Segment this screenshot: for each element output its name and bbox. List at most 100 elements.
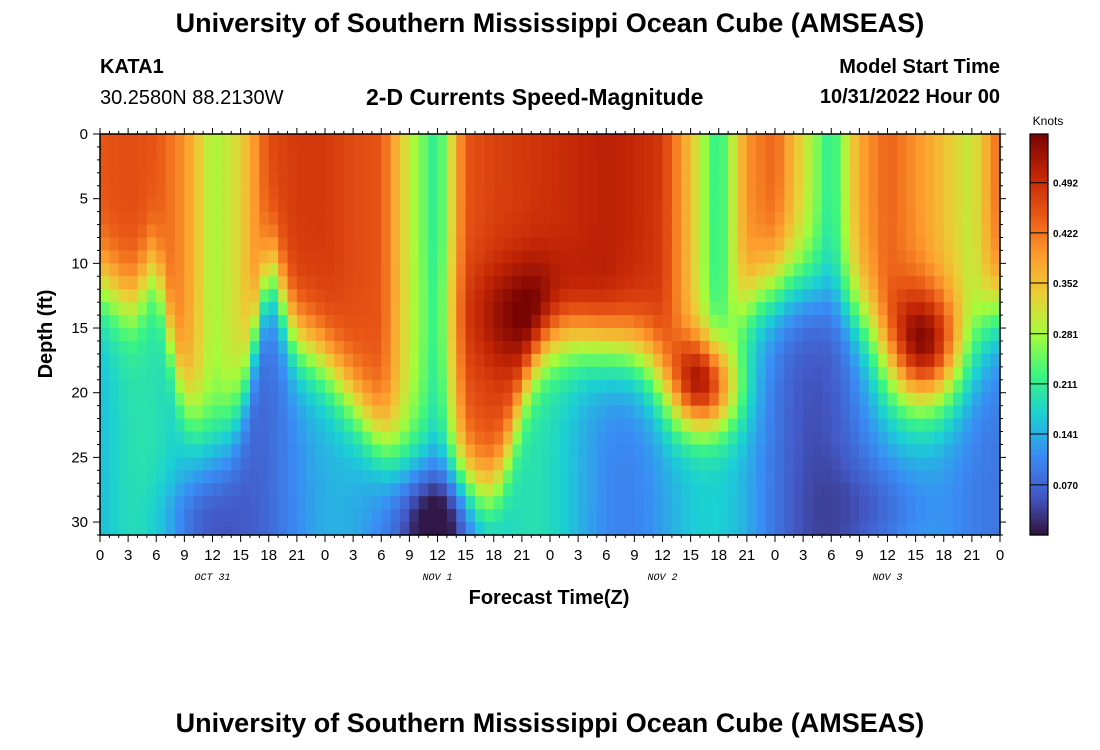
heatmap-cell [109,276,120,290]
heatmap-cell [493,483,504,497]
heatmap-cell [906,405,917,420]
heatmap-cell [165,211,176,226]
heatmap-cell [878,302,889,316]
heatmap-cell [446,185,457,200]
heatmap-cell [371,522,382,536]
heatmap-cell [278,444,289,458]
heatmap-cell [118,366,129,381]
heatmap-cell [671,470,682,484]
heatmap-cell [221,457,232,471]
heatmap-cell [118,444,129,458]
heatmap-cell [250,224,260,239]
heatmap-cell [128,185,139,200]
heatmap-cell [203,405,214,420]
heatmap-cell [868,431,879,446]
colorbar-segment [1030,431,1048,436]
heatmap-cell [634,276,645,290]
heatmap-cell [212,405,223,420]
heatmap-cell [587,289,598,303]
heatmap-cell [353,405,364,420]
heatmap-cell [193,405,204,420]
heatmap-cell [278,509,289,523]
heatmap-cell [906,302,917,316]
heatmap-cell [137,198,148,213]
heatmap-cell [390,444,401,458]
heatmap-cell [231,315,242,329]
heatmap-cell [887,470,898,484]
heatmap-cell [334,509,345,523]
heatmap-cell [315,289,326,303]
heatmap-cell [390,353,401,368]
colorbar-segment [1030,531,1048,536]
heatmap-cell [906,392,917,407]
heatmap-cell [737,172,748,187]
heatmap-cell [596,159,607,174]
heatmap-cell [240,263,251,277]
heatmap-cell [915,172,926,187]
heatmap-cell [446,392,457,407]
heatmap-cell [681,353,692,368]
heatmap-cell [240,146,251,161]
heatmap-cell [606,328,617,342]
heatmap-cell [521,315,532,329]
heatmap-cell [137,522,148,536]
heatmap-cell [681,198,692,213]
heatmap-cell [128,405,139,420]
heatmap-cell [671,483,682,497]
heatmap-cell [615,237,626,252]
heatmap-cell [156,470,167,484]
heatmap-cell [268,185,279,200]
heatmap-cell [409,405,420,420]
heatmap-cell [746,483,757,497]
heatmap-cell [756,418,767,433]
heatmap-cell [493,328,504,342]
heatmap-cell [906,418,917,433]
heatmap-cell [221,211,232,226]
heatmap-cell [625,328,635,342]
heatmap-cell [193,159,204,174]
heatmap-cell [728,276,739,290]
heatmap-cell [231,418,242,433]
heatmap-cell [906,470,917,484]
heatmap-cell [943,470,954,484]
heatmap-cell [578,237,589,252]
heatmap-cell [746,392,757,407]
heatmap-cell [775,198,785,213]
heatmap-cell [803,340,814,355]
heatmap-cell [690,172,701,187]
heatmap-cell [493,172,504,187]
heatmap-cell [662,379,673,394]
heatmap-cell [390,198,401,213]
heatmap-cell [587,250,598,264]
heatmap-cell [221,185,232,200]
heatmap-cell [803,237,814,252]
heatmap-cell [746,185,757,200]
heatmap-cell [437,315,448,329]
heatmap-cell [831,444,842,458]
heatmap-cell [296,405,307,420]
heatmap-cell [681,172,692,187]
heatmap-cell [578,328,589,342]
heatmap-cell [868,146,879,161]
heatmap-cell [953,392,964,407]
colorbar-segment [1030,481,1048,486]
heatmap-cell [718,340,729,355]
heatmap-cell [287,366,298,381]
heatmap-cell [109,340,120,355]
heatmap-cell [728,185,739,200]
heatmap-cell [221,250,232,264]
heatmap-cell [475,289,485,303]
heatmap-cell [887,302,898,316]
heatmap-cell [296,328,307,342]
heatmap-cell [887,185,898,200]
heatmap-cell [906,509,917,523]
heatmap-cell [878,353,889,368]
x-tick-label: 12 [204,547,221,564]
heatmap-cell [343,146,354,161]
heatmap-cell [446,224,457,239]
heatmap-cell [531,159,542,174]
heatmap-cell [793,431,804,446]
heatmap-cell [287,431,298,446]
heatmap-cell [690,522,701,536]
heatmap-cell [812,509,823,523]
